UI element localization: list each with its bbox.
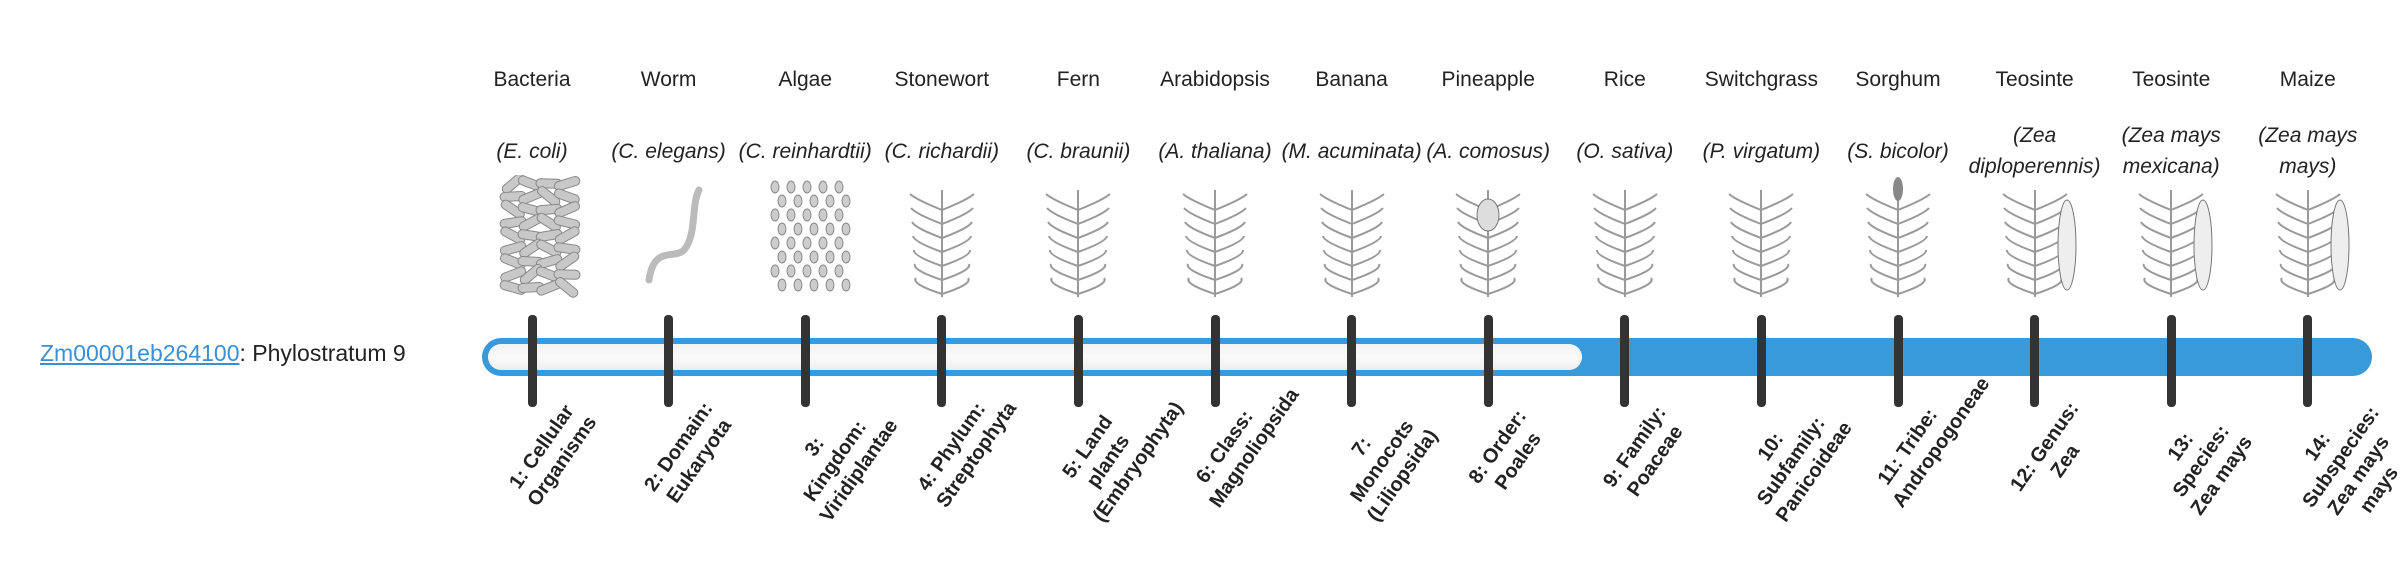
stratum-tick <box>800 315 810 407</box>
organism-common-name: Teosinte <box>2132 68 2211 91</box>
phylostratum-bar <box>482 338 2372 376</box>
organism-scientific-name: (C. braunii) <box>1006 118 1150 184</box>
phylostratum-text: : Phylostratum 9 <box>239 340 406 366</box>
organism-scientific-name: (C. reinhardtii) <box>733 118 877 184</box>
arabidopsis-icon <box>1182 190 1248 297</box>
organism-common-name: Sorghum <box>1855 68 1941 91</box>
scientific-name-text: (S. bicolor) <box>1847 139 1949 163</box>
stratum-label: 4: Phylum: Streptophyta <box>913 398 1021 512</box>
organism-scientific-name: (P. virgatum) <box>1689 118 1833 184</box>
stratum-label: 10: Subfamily: Panicoideae <box>1753 413 1858 527</box>
organism-common-name: Arabidopsis <box>1160 68 1270 91</box>
banana-icon <box>1318 190 1385 297</box>
stratum-label: 11: Tribe: Andropogoneae <box>1873 373 1995 512</box>
stratum-label: 5: Land plants (Embryophyta) <box>1058 397 1189 527</box>
scientific-name-text: (Zea mays mays) <box>2258 124 2358 178</box>
switchgrass-icon <box>1728 190 1795 297</box>
organism-scientific-name: (C. elegans) <box>597 118 741 184</box>
bar-unfilled-portion <box>488 344 1582 370</box>
fern-icon <box>1045 190 1112 297</box>
maize-icon <box>2275 190 2350 297</box>
stratum-tick <box>664 315 674 407</box>
algae-icon <box>770 180 851 292</box>
gene-phylostratum-label: Zm00001eb264100: Phylostratum 9 <box>40 340 406 367</box>
stratum-tick <box>2166 315 2176 407</box>
stratum-tick <box>2303 315 2313 407</box>
scientific-name-text: (M. acuminata) <box>1281 139 1422 163</box>
rice-icon <box>1592 190 1658 297</box>
stratum-tick <box>1210 315 1220 407</box>
teosinte-icon <box>2001 190 2077 297</box>
scientific-name-text: (C. reinhardtii) <box>738 139 872 163</box>
scientific-name-text: (C. elegans) <box>611 139 726 163</box>
organism-common-name: Switchgrass <box>1704 68 1818 91</box>
organism-common-name: Pineapple <box>1441 68 1535 91</box>
scientific-name-text: (P. virgatum) <box>1702 139 1821 163</box>
gene-link[interactable]: Zm00001eb264100 <box>40 340 240 366</box>
stratum-tick <box>527 315 537 407</box>
stratum-tick <box>1893 315 1903 407</box>
stratum-label: 3: Kingdom: Viridiplantae <box>799 415 903 527</box>
organism-scientific-name: (C. richardii) <box>870 118 1014 184</box>
organism-scientific-name: (A. comosus) <box>1416 118 1560 184</box>
stratum-tick <box>1483 315 1493 407</box>
organism-common-name: Bacteria <box>493 68 571 91</box>
organism-scientific-name: (S. bicolor) <box>1826 118 1970 184</box>
organism-scientific-name: (Zea mays mexicana) <box>2099 118 2243 184</box>
stratum-tick <box>1756 315 1766 407</box>
organism-scientific-name: (M. acuminata) <box>1280 118 1424 184</box>
scientific-name-text: (Zea mays mexicana) <box>2121 124 2221 178</box>
organism-common-name: Algae <box>778 68 833 91</box>
worm-icon <box>645 186 703 284</box>
organism-common-name: Fern <box>1056 68 1100 91</box>
scientific-name-text: (O. sativa) <box>1576 139 1674 163</box>
stratum-label: 14: Subspecies: Zea mays mays <box>2298 402 2400 520</box>
organism-scientific-name: (Zea mays mays) <box>2236 118 2380 184</box>
stratum-label: 12: Genus: Zea <box>2005 398 2084 496</box>
stratum-tick <box>1347 315 1357 407</box>
organism-scientific-name: (A. thaliana) <box>1143 118 1287 184</box>
scientific-name-text: (A. thaliana) <box>1158 139 1272 163</box>
scientific-name-text: (Zea diploperennis) <box>1968 124 2101 178</box>
stratum-label: 7: Monocots (Liliopsida) <box>1345 416 1442 526</box>
bacteria-icon <box>499 175 581 298</box>
scientific-name-text: (C. braunii) <box>1026 139 1131 163</box>
stratum-label: 8: Order: Poales <box>1464 405 1546 494</box>
stratum-label: 9: Family: Poaceae <box>1598 402 1688 501</box>
stratum-label: 13: Species: Zea mays <box>2163 421 2258 520</box>
stratum-label: 1: Cellular Organisms <box>505 400 602 511</box>
scientific-name-text: (E. coli) <box>496 139 568 163</box>
stratum-tick <box>937 315 947 407</box>
organism-common-name: Rice <box>1603 68 1646 91</box>
scientific-name-text: (A. comosus) <box>1426 139 1551 163</box>
stratum-tick <box>1073 315 1083 407</box>
sorghum-icon <box>1865 177 1931 297</box>
organism-common-name: Stonewort <box>894 68 990 91</box>
stonewort-icon <box>909 190 975 297</box>
organism-scientific-name: (O. sativa) <box>1553 118 1697 184</box>
stratum-tick <box>2030 315 2040 407</box>
organism-common-name: Maize <box>2279 68 2336 91</box>
stratum-label: 2: Domain: Eukaryota <box>639 398 736 508</box>
scientific-name-text: (C. richardii) <box>884 139 999 163</box>
organism-common-name: Banana <box>1315 68 1388 91</box>
teosinte-icon <box>2138 190 2213 297</box>
organism-scientific-name: (E. coli) <box>460 118 604 184</box>
stratum-label: 6: Class: Magnoliopsida <box>1191 384 1304 512</box>
pineapple-icon <box>1455 190 1521 297</box>
organism-common-name: Worm <box>640 68 697 91</box>
organism-scientific-name: (Zea diploperennis) <box>1963 118 2107 184</box>
stratum-tick <box>1620 315 1630 407</box>
organism-common-name: Teosinte <box>1995 68 2074 91</box>
